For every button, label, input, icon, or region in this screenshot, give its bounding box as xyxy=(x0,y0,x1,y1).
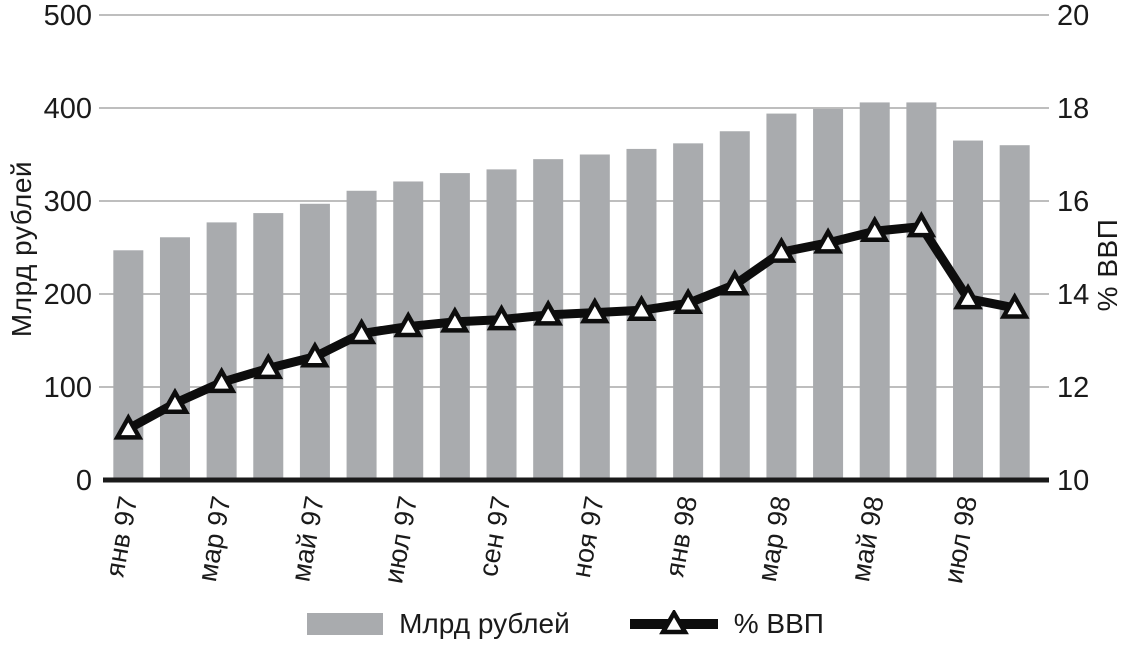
x-axis-tick-label: сен 97 xyxy=(473,494,517,579)
left-axis-tick-label: 300 xyxy=(44,186,92,218)
triangle-marker-icon xyxy=(486,303,517,331)
legend-label-bars: Млрд рублей xyxy=(399,608,570,639)
bar xyxy=(953,140,984,481)
legend-triangle-marker-icon xyxy=(658,610,689,635)
left-axis-tick-label: 0 xyxy=(76,465,92,497)
triangle-marker-icon xyxy=(113,413,144,440)
triangle-marker-icon xyxy=(206,366,237,394)
bar xyxy=(813,108,844,481)
right-axis-tick-label: 18 xyxy=(1057,93,1089,125)
bar xyxy=(206,222,237,480)
x-axis-tick-label: май 97 xyxy=(285,494,330,584)
triangle-marker-icon xyxy=(859,215,890,242)
triangle-marker-icon xyxy=(999,292,1030,319)
triangle-marker-icon xyxy=(393,310,424,338)
left-axis-tick-label: 100 xyxy=(44,372,92,404)
right-axis-tick-label: 14 xyxy=(1057,279,1089,311)
bar xyxy=(859,102,890,481)
right-axis-tick-label: 20 xyxy=(1057,0,1089,32)
line-series-swatch-icon xyxy=(629,610,718,635)
bar xyxy=(719,131,750,480)
triangle-marker-icon xyxy=(906,210,937,238)
bar xyxy=(159,237,190,480)
x-axis-tick-label: июл 97 xyxy=(378,494,423,586)
right-axis-tick-label: 12 xyxy=(1057,372,1089,404)
x-axis-tick-label: янв 97 xyxy=(100,494,144,579)
triangle-marker-icon xyxy=(440,306,470,333)
triangle-marker-icon xyxy=(579,297,610,324)
left-axis-tick-label: 500 xyxy=(44,0,92,32)
triangle-marker-icon xyxy=(766,236,797,263)
triangle-marker-icon xyxy=(719,269,750,296)
x-axis-tick-label: май 98 xyxy=(845,494,890,584)
left-axis-tick-label: 200 xyxy=(44,279,92,311)
triangle-marker-icon xyxy=(673,287,703,315)
x-axis-tick-label: мар 98 xyxy=(752,494,797,584)
left-axis-title: Млрд рублей xyxy=(6,160,37,338)
triangle-marker-icon xyxy=(953,283,983,310)
triangle-marker-icon xyxy=(626,294,657,322)
right-axis-tick-label: 10 xyxy=(1057,465,1089,497)
triangle-marker-icon xyxy=(813,227,843,254)
triangle-marker-icon xyxy=(300,341,330,368)
triangle-marker-icon xyxy=(346,317,377,345)
x-axis-tick-label: июл 98 xyxy=(938,494,983,586)
bar xyxy=(906,102,937,481)
right-axis-tick-label: 16 xyxy=(1057,186,1089,218)
legend-label-line: % ВВП xyxy=(733,608,824,639)
triangle-marker-icon xyxy=(253,352,284,380)
bar xyxy=(113,250,144,480)
left-axis-tick-label: 400 xyxy=(44,93,92,125)
x-axis-tick-label: мар 97 xyxy=(192,494,237,584)
bar xyxy=(253,213,284,480)
x-axis-tick-label: янв 98 xyxy=(659,494,703,579)
right-axis-title: % ВВП xyxy=(1092,218,1123,312)
triangle-marker-icon xyxy=(160,387,190,415)
x-axis-tick-label: ноя 97 xyxy=(566,494,610,580)
bar-series-swatch-icon xyxy=(307,613,384,635)
legend: Млрд рублей % ВВП xyxy=(0,608,1131,640)
triangle-marker-icon xyxy=(533,299,564,326)
bar xyxy=(766,113,797,480)
